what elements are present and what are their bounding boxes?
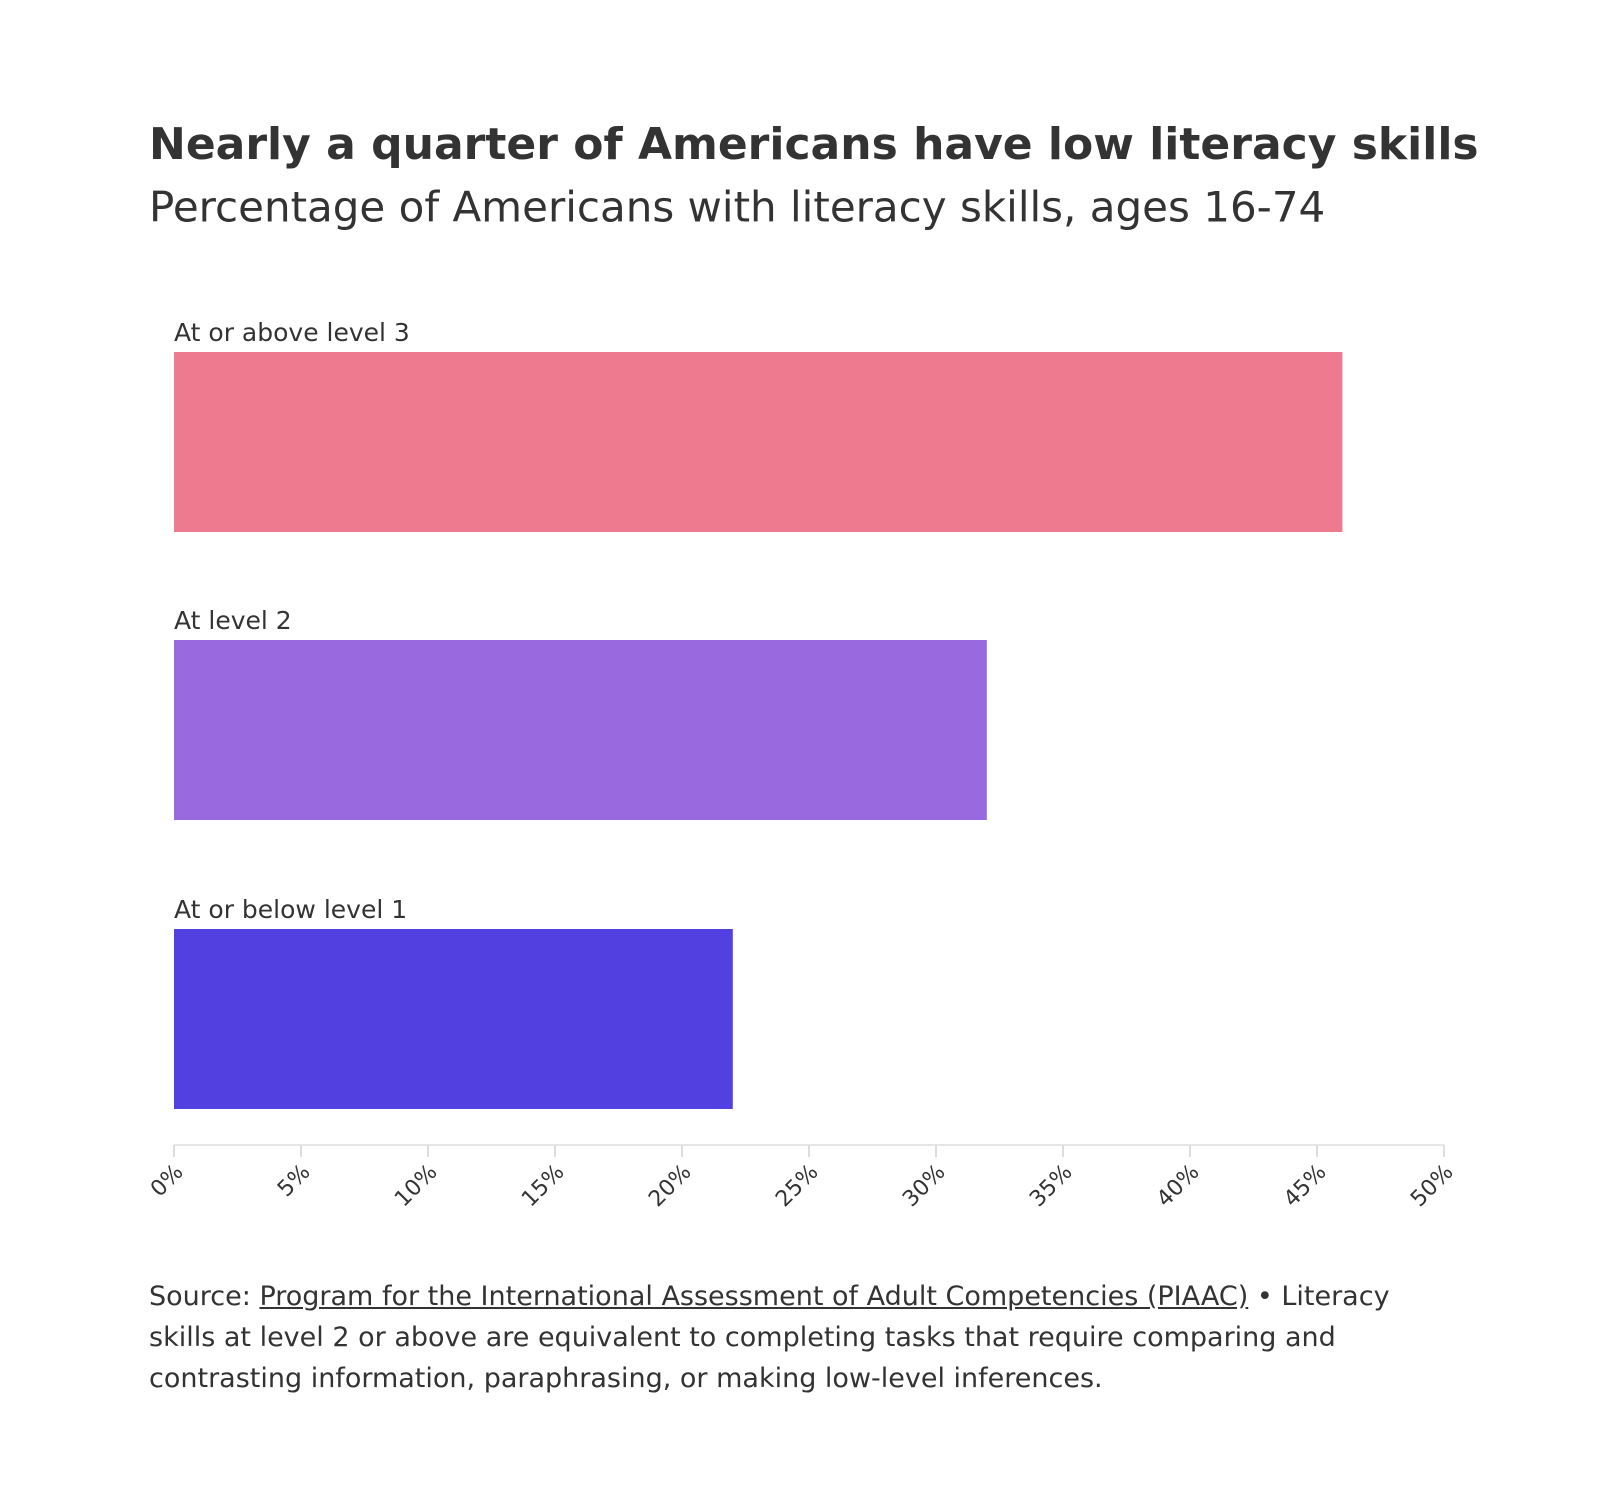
source-note: Source: Program for the International As…	[149, 1276, 1449, 1399]
x-tick-label: 40%	[1152, 1160, 1204, 1212]
x-tick-label: 25%	[771, 1160, 823, 1212]
note: • Literacy skills at level 2 or above ar…	[149, 1281, 1390, 1394]
x-tick-label: 20%	[644, 1160, 696, 1212]
x-tick-label: 30%	[898, 1160, 950, 1212]
x-tick-label: 10%	[390, 1160, 442, 1212]
category-label: At level 2	[174, 606, 292, 635]
source-label: Source:	[149, 1281, 251, 1312]
bar	[174, 352, 1343, 532]
category-label: At or above level 3	[174, 318, 410, 347]
chart-title: Nearly a quarter of Americans have low l…	[149, 119, 1479, 170]
x-tick-label: 50%	[1406, 1160, 1458, 1212]
x-tick-label: 45%	[1279, 1160, 1331, 1212]
category-label: At or below level 1	[174, 895, 407, 924]
x-tick-label: 5%	[273, 1160, 315, 1202]
x-tick-label: 0%	[146, 1160, 188, 1202]
chart-subtitle: Percentage of Americans with literacy sk…	[149, 183, 1325, 232]
chart: Nearly a quarter of Americans have low l…	[146, 119, 1479, 1212]
source-link[interactable]: Program for the International Assessment…	[259, 1281, 1249, 1312]
bar	[174, 640, 987, 820]
x-tick-label: 35%	[1025, 1160, 1077, 1212]
bar	[174, 929, 733, 1109]
x-tick-label: 15%	[517, 1160, 569, 1212]
